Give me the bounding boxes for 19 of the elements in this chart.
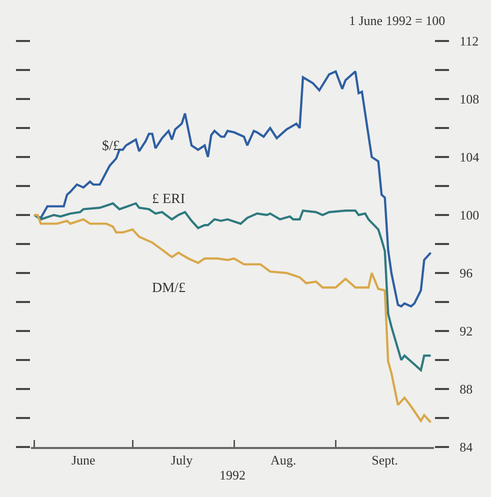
- x-axis-title: 1992: [220, 468, 246, 483]
- series-label: $/£: [102, 139, 120, 154]
- line-series: [33, 202, 432, 372]
- x-tick-label: Sept.: [372, 452, 398, 468]
- series-label: DM/£: [152, 281, 186, 296]
- x-tick-label: June: [72, 452, 96, 468]
- series-label: £ ERI: [152, 192, 186, 207]
- y-tick-label: 112: [460, 34, 479, 49]
- y-tick-label: 84: [460, 440, 474, 455]
- y-tick-label: 92: [460, 324, 473, 339]
- y-tick-label: 96: [460, 266, 474, 281]
- x-tick-label: Aug.: [270, 452, 296, 468]
- y-tick-label: 88: [460, 382, 473, 397]
- y-tick-label: 100: [460, 208, 480, 223]
- y-tick-label: 108: [460, 92, 480, 107]
- y-tick-label: 104: [460, 150, 480, 165]
- text: 1 June 1992 = 100: [349, 13, 446, 28]
- x-tick-label: July: [170, 452, 194, 468]
- line-series: [33, 214, 432, 424]
